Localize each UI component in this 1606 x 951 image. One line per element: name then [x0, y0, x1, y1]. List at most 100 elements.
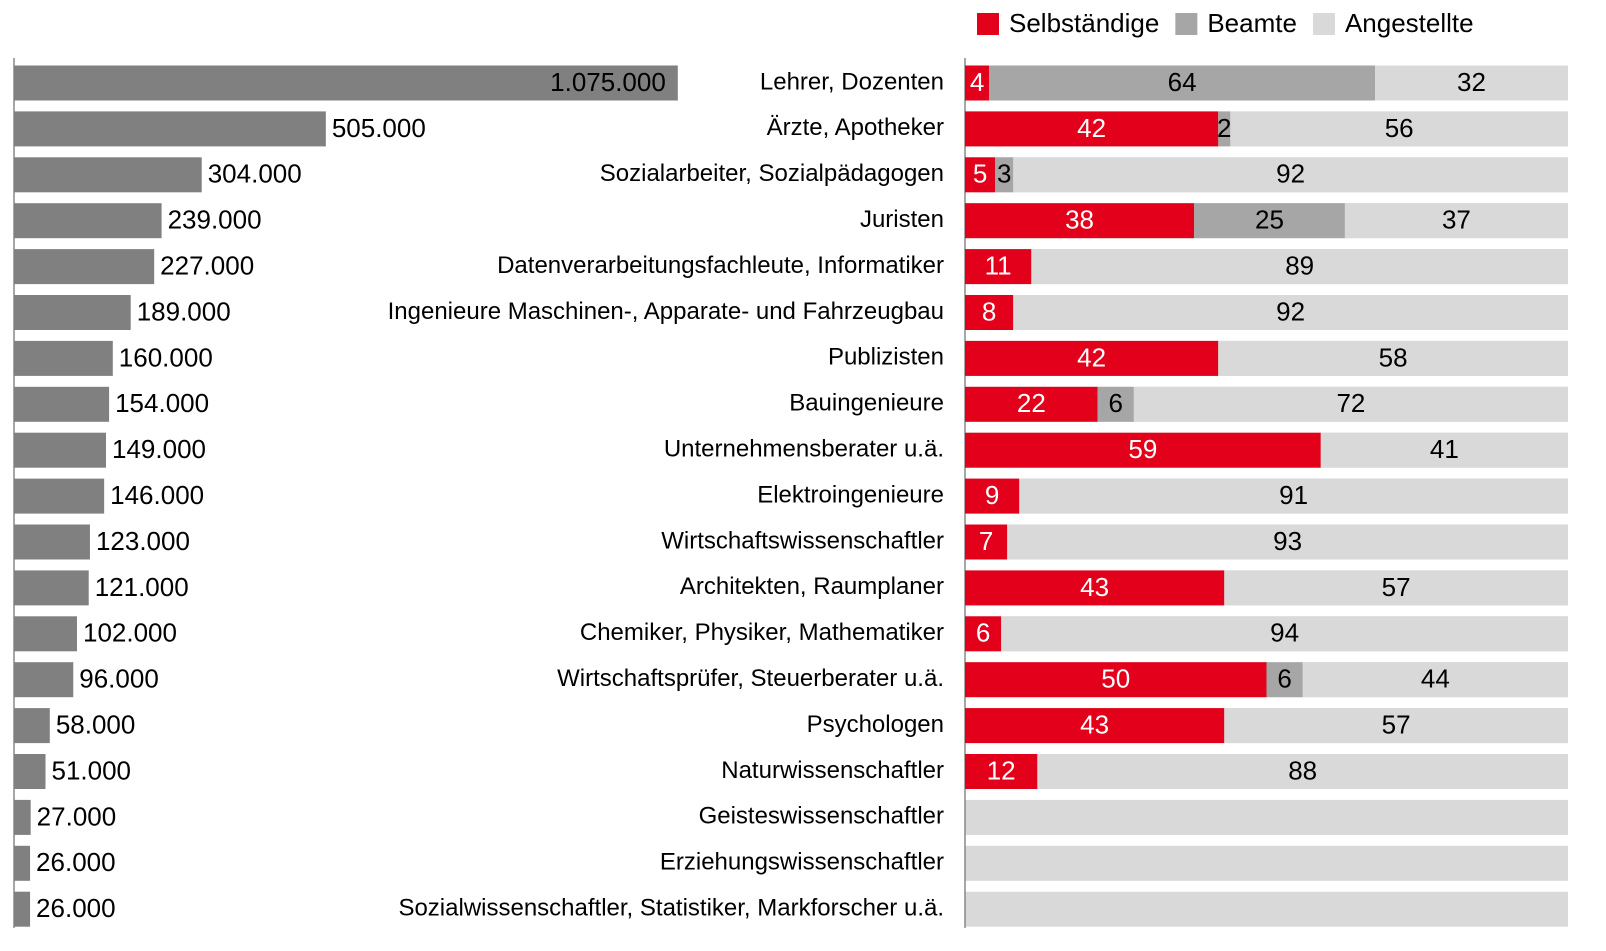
- bar: [14, 891, 31, 927]
- category-label: Psychologen: [807, 711, 944, 738]
- bar-segment: [965, 295, 1014, 330]
- bar-segment: [965, 386, 1098, 422]
- segment-label: 92: [1276, 159, 1305, 189]
- category-label: Ingenieure Maschinen-, Apparate- und Fah…: [388, 298, 944, 325]
- bar: [14, 111, 326, 147]
- segment-label: 72: [1336, 388, 1365, 418]
- bar: [14, 295, 131, 330]
- bar: [14, 386, 110, 422]
- bar: [14, 754, 46, 789]
- segment-label: 32: [1457, 67, 1486, 97]
- category-label: Naturwissenschaftler: [721, 757, 944, 784]
- segment-label: 6: [1109, 388, 1123, 418]
- legend-label: Beamte: [1207, 8, 1297, 38]
- segment-label: 9: [985, 480, 999, 510]
- bar-segment: [1224, 570, 1568, 606]
- segment-label: 3: [997, 159, 1011, 189]
- segment-label: 58: [1379, 342, 1408, 372]
- value-label: 189.000: [137, 296, 231, 326]
- bar-segment: [965, 340, 1219, 376]
- value-label: 26.000: [36, 847, 116, 877]
- segment-label: 59: [1128, 434, 1157, 464]
- segment-label: 7: [979, 526, 993, 556]
- bar-segment: [1007, 524, 1568, 560]
- segment-label: 22: [1017, 388, 1046, 418]
- segment-label: 91: [1279, 480, 1308, 510]
- category-label: Publizisten: [828, 344, 944, 371]
- segment-label: 5: [973, 159, 987, 189]
- segment-label: 6: [976, 618, 990, 648]
- segment-label: 41: [1430, 434, 1459, 464]
- value-label: 227.000: [160, 250, 254, 280]
- segment-label: 11: [985, 250, 1012, 280]
- segment-label: 42: [1077, 113, 1106, 143]
- bar-segment: [995, 157, 1014, 193]
- bar: [14, 524, 90, 560]
- category-label: Datenverarbeitungsfachleute, Informatike…: [497, 252, 944, 279]
- bar-segment: [965, 570, 1225, 606]
- bar-segment: [1302, 662, 1568, 698]
- bar-segment: [1224, 708, 1568, 744]
- legend-swatch: [977, 13, 999, 35]
- bar-segment: [965, 754, 1038, 789]
- bar-segment: [965, 662, 1267, 698]
- bar: [14, 845, 31, 881]
- bar-segment: [1230, 111, 1568, 147]
- segment-label: 43: [1080, 709, 1109, 739]
- segment-label: 43: [1080, 572, 1109, 602]
- bar: [14, 340, 113, 376]
- value-label: 154.000: [115, 388, 209, 418]
- row-track: [965, 799, 1568, 835]
- row-track: [965, 845, 1568, 881]
- value-label: 51.000: [51, 755, 131, 785]
- legend-label: Selbständige: [1009, 8, 1159, 38]
- segment-label: 93: [1273, 526, 1302, 556]
- category-label: Chemiker, Physiker, Mathematiker: [580, 619, 944, 646]
- value-label: 58.000: [56, 709, 136, 739]
- segment-label: 94: [1270, 618, 1299, 648]
- bar: [14, 203, 162, 239]
- category-label: Elektroingenieure: [757, 481, 944, 508]
- value-label: 96.000: [79, 664, 159, 694]
- category-label: Unternehmensberater u.ä.: [664, 436, 944, 463]
- category-label: Wirtschaftsprüfer, Steuerberater u.ä.: [557, 665, 944, 692]
- bar-segment: [1344, 203, 1568, 239]
- value-label: 123.000: [96, 526, 190, 556]
- bar-segment: [965, 524, 1008, 560]
- segment-label: 56: [1385, 113, 1414, 143]
- segment-label: 92: [1276, 296, 1305, 326]
- bar-segment: [965, 249, 1032, 285]
- category-label: Juristen: [860, 206, 944, 233]
- segment-label: 37: [1442, 205, 1471, 235]
- category-label: Architekten, Raumplaner: [680, 573, 944, 600]
- legend-label: Angestellte: [1345, 8, 1474, 38]
- bar-segment: [965, 616, 1002, 652]
- bar-segment: [965, 432, 1321, 468]
- segment-label: 6: [1277, 664, 1291, 694]
- bar: [14, 616, 77, 652]
- bar-segment: [1218, 111, 1231, 147]
- segment-label: 89: [1285, 250, 1314, 280]
- category-label: Lehrer, Dozenten: [760, 68, 944, 95]
- category-label: Ärzte, Apotheker: [767, 114, 944, 141]
- bar-segment: [1133, 386, 1568, 422]
- value-label: 27.000: [37, 801, 117, 831]
- legend-swatch: [1312, 13, 1335, 35]
- value-label: 505.000: [332, 113, 426, 143]
- bar-segment: [965, 65, 990, 101]
- value-label: 149.000: [112, 434, 206, 464]
- category-label: Sozialarbeiter, Sozialpädagogen: [600, 160, 944, 187]
- bar: [14, 662, 74, 698]
- segment-label: 44: [1421, 664, 1450, 694]
- bar-segment: [1194, 203, 1345, 239]
- bar: [14, 478, 105, 514]
- segment-label: 25: [1255, 205, 1284, 235]
- bar-segment: [1013, 295, 1568, 330]
- bar-segment: [1320, 432, 1568, 468]
- segment-label: 2: [1217, 113, 1231, 143]
- bar-segment: [1019, 478, 1568, 514]
- category-label: Wirtschaftswissenschaftler: [661, 527, 944, 554]
- bar-segment: [1266, 662, 1303, 698]
- bar: [14, 249, 155, 285]
- bar: [14, 65, 678, 101]
